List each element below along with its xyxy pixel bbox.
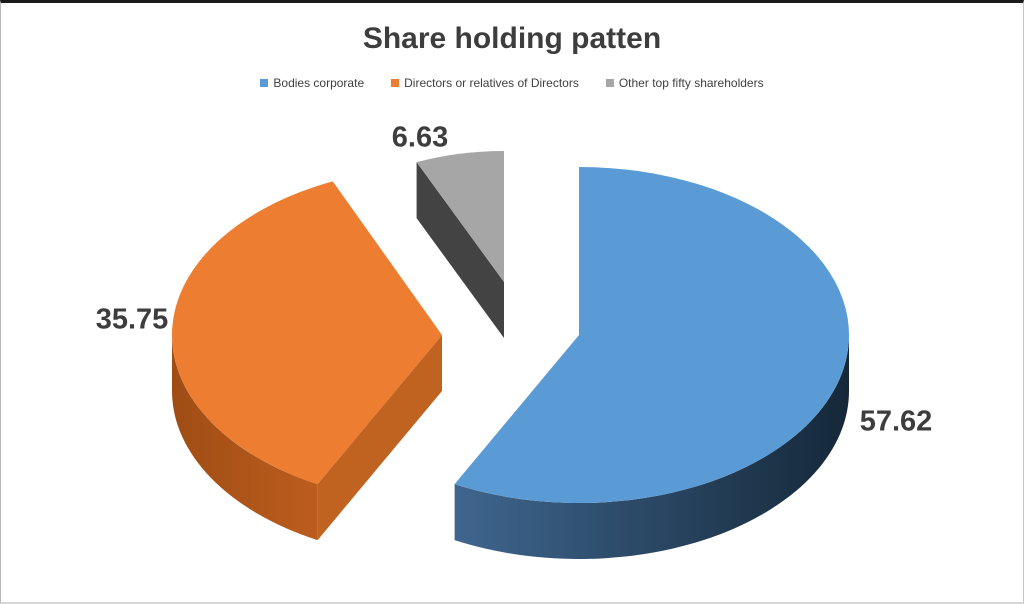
legend-swatch-icon — [605, 79, 614, 88]
chart-legend: Bodies corporate Directors or relatives … — [1, 76, 1023, 90]
data-label-other-top-fifty: 6.63 — [391, 121, 449, 154]
pie-slice-cut-face — [416, 162, 504, 338]
pie-slice-cut-face — [317, 335, 442, 541]
pie-slice-top — [172, 181, 443, 485]
legend-item-directors-relatives: Directors or relatives of Directors — [391, 76, 579, 90]
legend-label: Directors or relatives of Directors — [404, 76, 579, 90]
legend-swatch-icon — [391, 79, 400, 88]
pie-slice-top — [416, 150, 504, 282]
pie-slice-top — [454, 167, 849, 503]
chart-title: Share holding patten — [362, 22, 662, 55]
data-label-directors-relatives: 35.75 — [95, 303, 169, 336]
legend-item-bodies-corporate: Bodies corporate — [260, 76, 364, 90]
pie-slice-rim — [172, 335, 318, 541]
legend-item-other-top-fifty: Other top fifty shareholders — [605, 76, 764, 90]
legend-swatch-icon — [260, 79, 269, 88]
pie-slice-rim — [454, 335, 849, 560]
pie-3d-chart — [172, 150, 849, 560]
legend-label: Other top fifty shareholders — [618, 76, 764, 90]
data-label-bodies-corporate: 57.62 — [859, 405, 933, 438]
legend-label: Bodies corporate — [273, 76, 365, 90]
